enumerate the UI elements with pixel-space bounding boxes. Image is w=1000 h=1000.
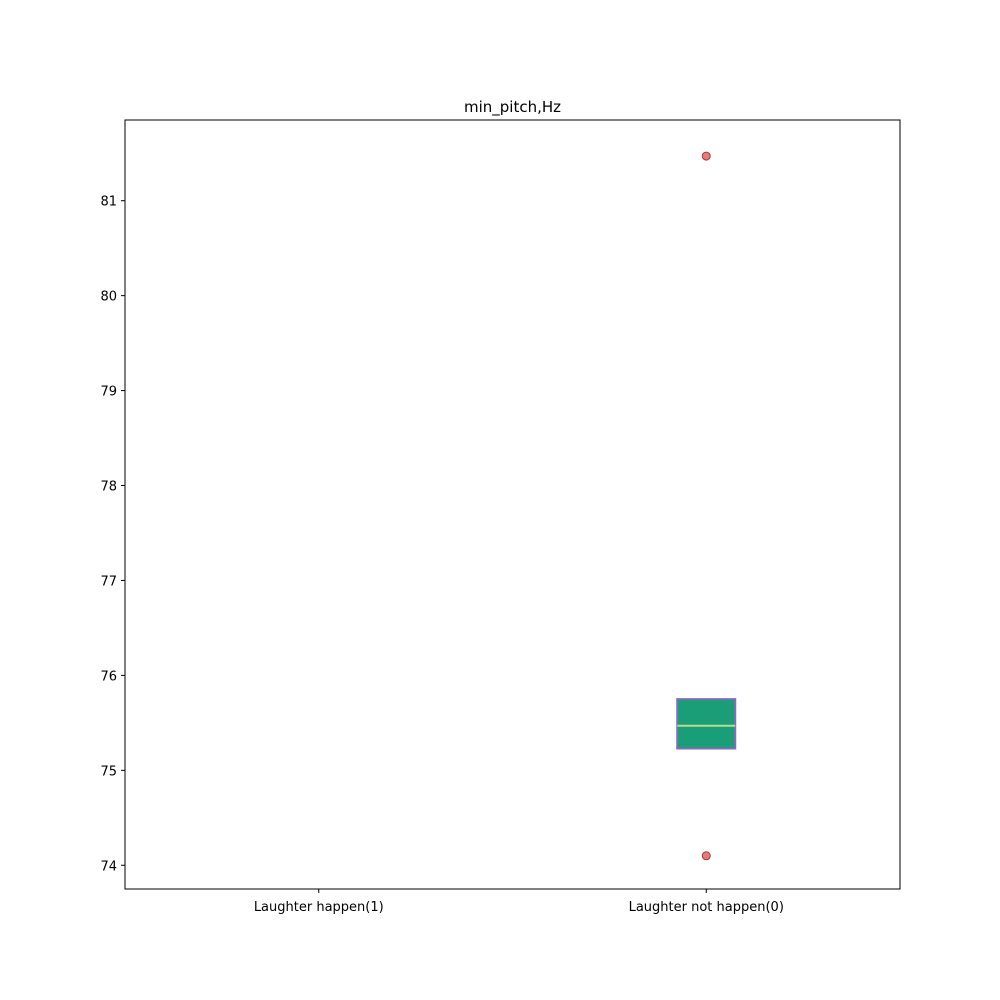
x-axis: Laughter happen(1) Laughter not happen(0)	[254, 889, 784, 915]
y-tick-label: 77	[100, 574, 117, 589]
box-group	[676, 151, 737, 861]
x-tick-label: Laughter happen(1)	[254, 900, 384, 915]
y-tick-label: 74	[100, 859, 117, 874]
outlier-point	[701, 851, 711, 861]
chart-title: min_pitch,Hz	[464, 98, 561, 117]
y-tick-label: 76	[100, 669, 117, 684]
y-tick-label: 78	[100, 480, 117, 495]
box	[676, 698, 737, 750]
y-tick-label: 79	[100, 385, 117, 400]
x-tick-label: Laughter not happen(0)	[629, 900, 784, 915]
outlier-point	[701, 151, 711, 161]
y-tick-label: 80	[100, 290, 117, 305]
plot-marks	[676, 151, 737, 861]
plot-frame	[124, 119, 901, 890]
y-tick-label: 75	[100, 764, 117, 779]
y-tick-label: 81	[100, 195, 117, 210]
y-axis: 74 75 76 77 78 79 80 81	[100, 195, 125, 874]
